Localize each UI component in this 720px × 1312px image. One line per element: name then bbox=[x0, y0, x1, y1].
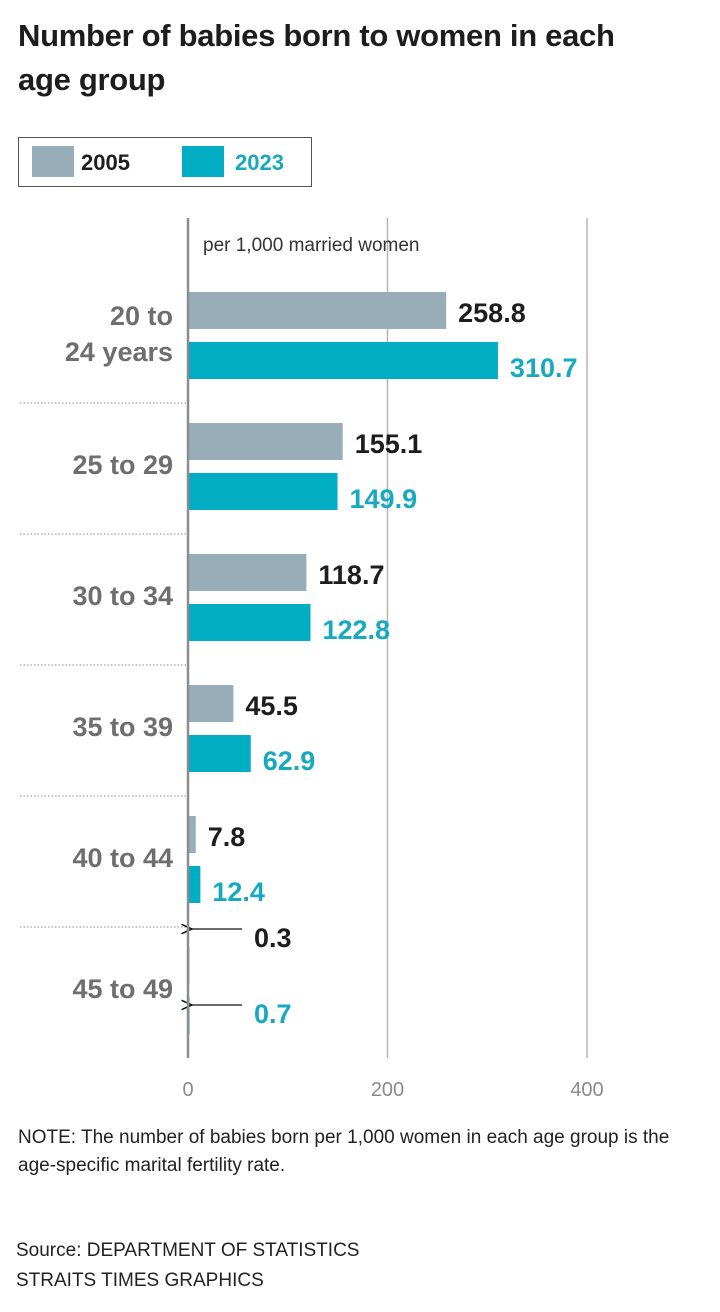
bar-2023 bbox=[188, 342, 498, 379]
category-label: 20 to bbox=[110, 301, 173, 331]
category-label: 40 to 44 bbox=[72, 843, 173, 873]
bar-2005 bbox=[188, 554, 307, 591]
category-label: 25 to 29 bbox=[72, 450, 173, 480]
x-tick-label: 0 bbox=[182, 1079, 193, 1101]
bar-2023 bbox=[188, 866, 201, 903]
bar-2005 bbox=[188, 292, 447, 329]
legend-label-2023: 2023 bbox=[235, 150, 284, 175]
legend: 2005 2023 bbox=[18, 137, 312, 187]
bar-2005 bbox=[188, 423, 343, 460]
value-label-2023: 12.4 bbox=[212, 877, 265, 907]
value-label-2005: 0.3 bbox=[254, 923, 292, 953]
bar-2005 bbox=[188, 685, 234, 722]
value-label-2023: 0.7 bbox=[254, 999, 292, 1029]
chart-title: Number of babies born to women in each a… bbox=[18, 18, 615, 97]
bar-2023 bbox=[188, 735, 251, 772]
source: Source: DEPARTMENT OF STATISTICS bbox=[16, 1240, 360, 1261]
x-tick-label: 200 bbox=[371, 1079, 404, 1101]
value-label-2023: 149.9 bbox=[350, 484, 418, 514]
legend-swatch-2023 bbox=[182, 146, 224, 177]
value-label-2023: 62.9 bbox=[263, 746, 316, 776]
bar-2005 bbox=[188, 816, 196, 853]
category-label: 45 to 49 bbox=[72, 974, 173, 1004]
value-label-2005: 155.1 bbox=[355, 429, 423, 459]
legend-swatch-2005 bbox=[32, 146, 74, 177]
legend-label-2005: 2005 bbox=[81, 150, 130, 175]
category-label: 30 to 34 bbox=[72, 581, 173, 611]
value-label-2023: 122.8 bbox=[322, 615, 390, 645]
value-label-2023: 310.7 bbox=[510, 353, 578, 383]
category-label: 35 to 39 bbox=[72, 712, 173, 742]
bar-2023 bbox=[188, 604, 311, 641]
value-label-2005: 258.8 bbox=[458, 298, 526, 328]
value-label-2005: 45.5 bbox=[245, 691, 298, 721]
source-block: Source: DEPARTMENT OF STATISTICS STRAITS… bbox=[16, 1236, 359, 1296]
value-label-2005: 7.8 bbox=[208, 822, 246, 852]
note: NOTE: The number of babies born per 1,00… bbox=[18, 1127, 670, 1176]
credit: STRAITS TIMES GRAPHICS bbox=[16, 1270, 264, 1291]
category-label: 24 years bbox=[65, 337, 173, 367]
bar-chart: 0 200 400 per 1,000 married women 20 to 24 ye… bbox=[20, 218, 604, 1101]
unit-label: per 1,000 married women bbox=[203, 235, 420, 256]
bar-2023 bbox=[188, 473, 338, 510]
value-label-2005: 118.7 bbox=[318, 560, 384, 590]
x-tick-label: 400 bbox=[570, 1079, 603, 1101]
